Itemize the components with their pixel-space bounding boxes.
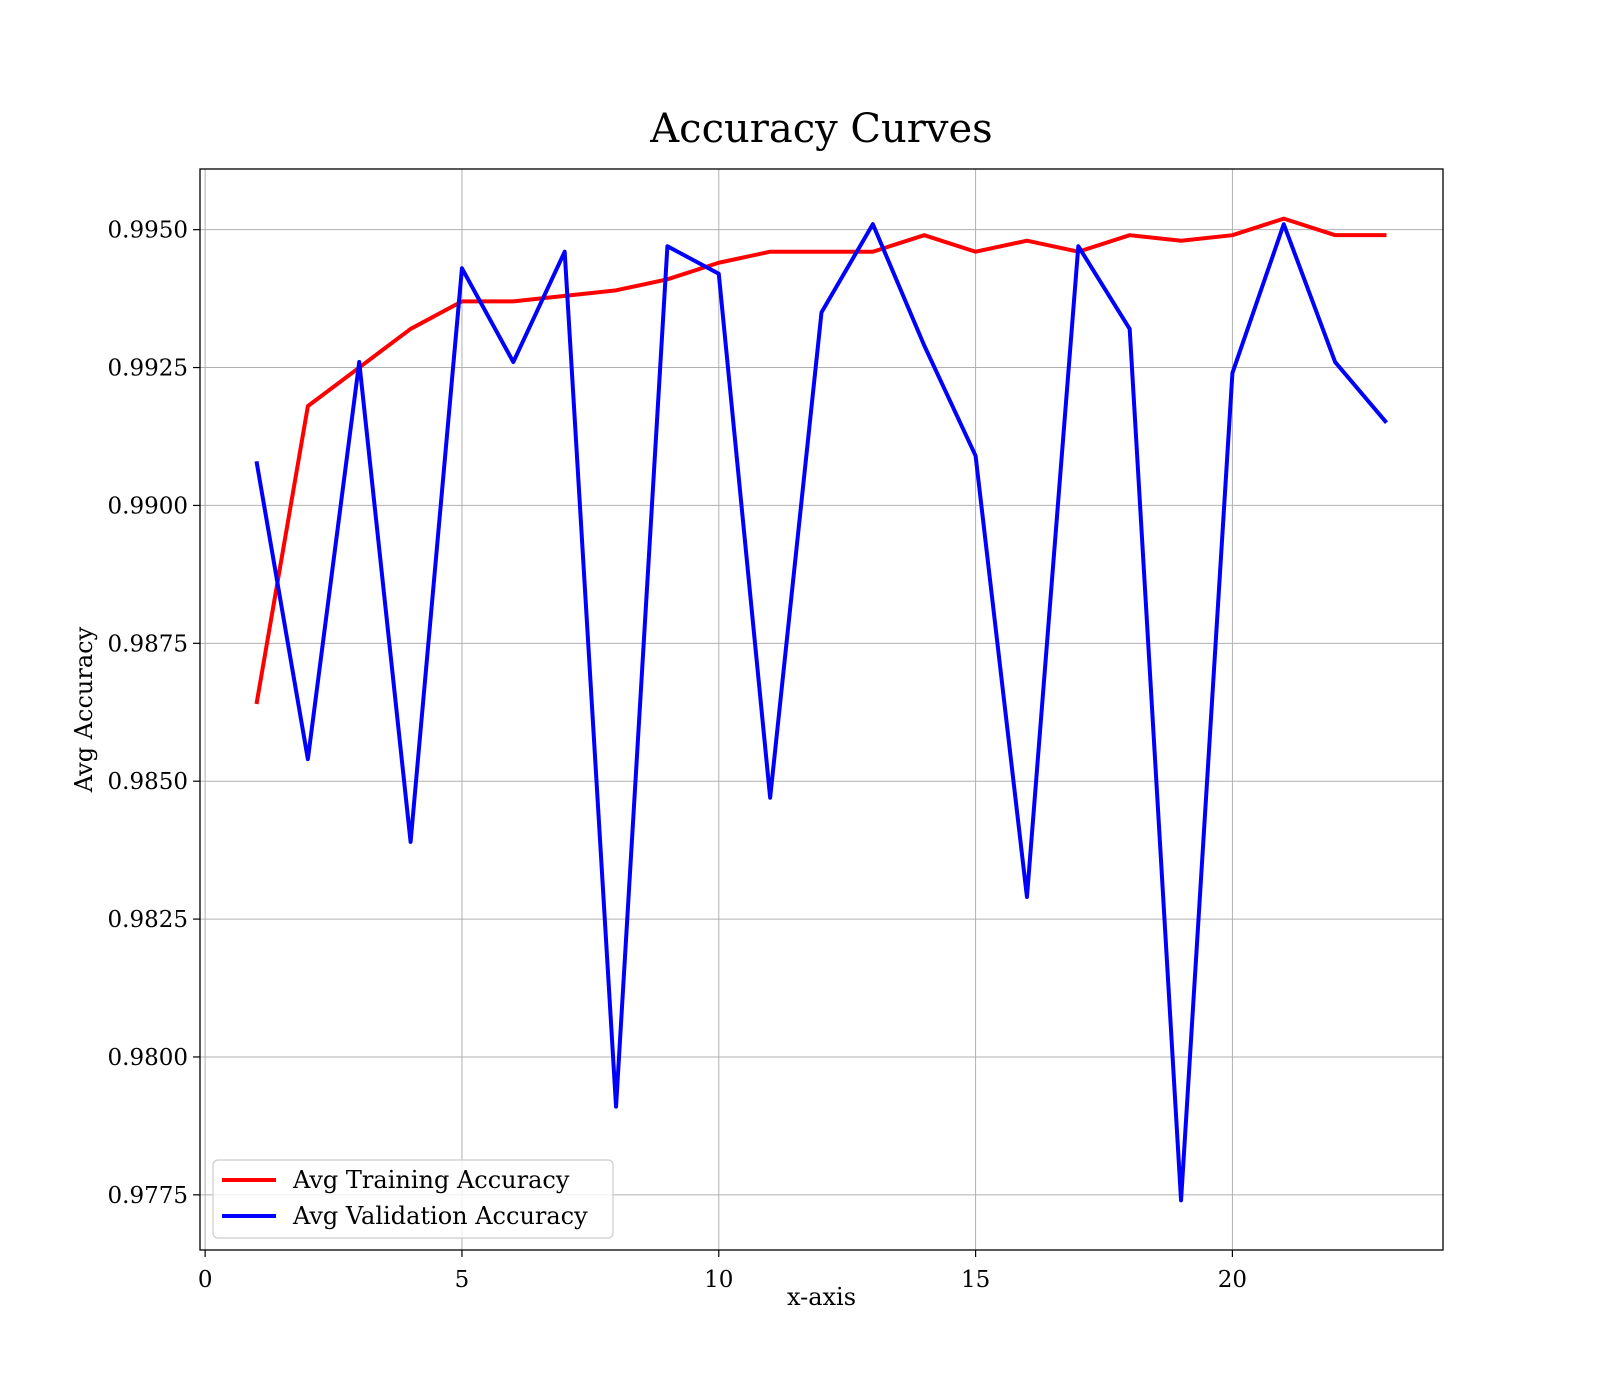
y-tick-label: 0.9775 (108, 1183, 188, 1209)
y-axis-label: Avg Accuracy (70, 626, 98, 793)
y-tick-label: 0.9850 (108, 769, 188, 795)
x-tick-label: 0 (198, 1267, 213, 1293)
y-axis-ticks: 0.9775 0.9800 0.9825 0.9850 0.9875 0.9900 0.99… (108, 218, 200, 1209)
validation-accuracy-line (254, 222, 1389, 1203)
x-tick-label: 10 (704, 1267, 733, 1293)
y-tick-label: 0.9825 (108, 907, 188, 933)
grid (200, 169, 1443, 1250)
legend-label-validation: Avg Validation Accuracy (292, 1202, 588, 1230)
plot-frame (199, 168, 1444, 1251)
y-tick-label: 0.9950 (108, 218, 188, 244)
y-tick-label: 0.9875 (108, 631, 188, 657)
legend-label-training: Avg Training Accuracy (292, 1166, 570, 1194)
x-axis-ticks: 0 5 10 15 20 (198, 1250, 1247, 1293)
x-tick-label: 15 (961, 1267, 990, 1293)
x-axis-label: x-axis (787, 1283, 856, 1311)
x-tick-label: 20 (1218, 1267, 1247, 1293)
y-tick-label: 0.9925 (108, 356, 188, 382)
x-tick-label: 5 (455, 1267, 470, 1293)
legend-box (212, 1159, 614, 1239)
y-tick-label: 0.9800 (108, 1045, 188, 1071)
training-accuracy-line (254, 216, 1387, 705)
legend: Avg Training Accuracy Avg Validation Acc… (212, 1159, 614, 1239)
chart-title: Accuracy Curves (649, 106, 992, 152)
y-tick-label: 0.9900 (108, 493, 188, 519)
series-lines (254, 216, 1389, 1203)
